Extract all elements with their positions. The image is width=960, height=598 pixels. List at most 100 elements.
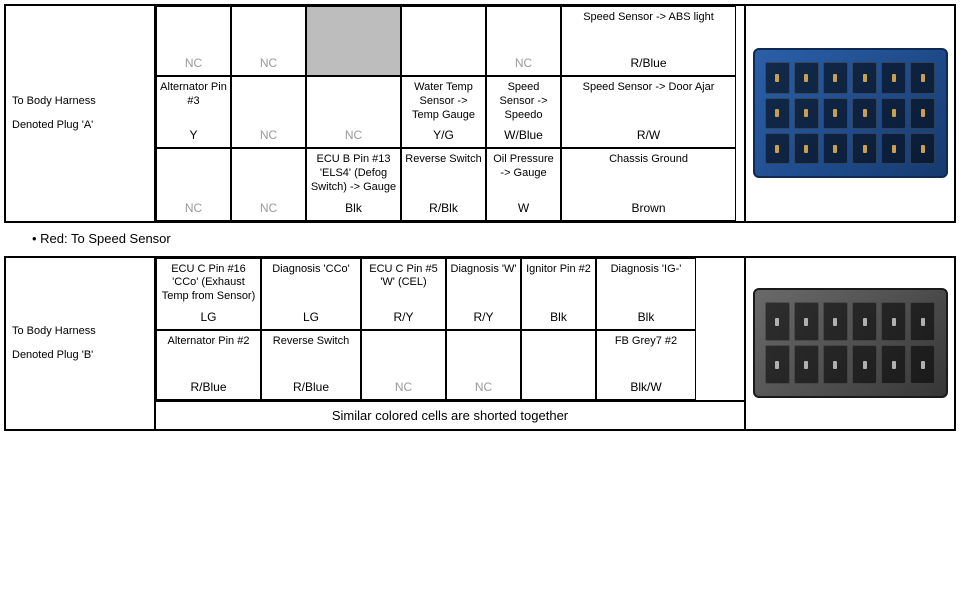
pinout-cell: NC [156,148,231,220]
connector-pin [765,302,790,341]
connector-pin [910,133,935,164]
pin-wire: Brown [631,199,665,216]
connector-a-image [753,48,948,178]
plug-b-connector-col [744,258,954,429]
pin-desc: Diagnosis 'IG-' [611,263,682,277]
pin-desc: Reverse Switch [273,335,349,349]
connector-pin [765,133,790,164]
pinout-cell: NC [446,330,521,400]
connector-pin [794,98,819,129]
plug-a-connector-col [744,6,954,221]
pin-wire: Y/G [433,126,454,143]
pin-wire: R/W [637,126,660,143]
connector-b-image [753,288,948,398]
connector-pin [852,302,877,341]
connector-pin [852,345,877,384]
pin-wire: W [518,199,529,216]
pinout-cell: Diagnosis 'IG-' Blk [596,258,696,330]
connector-pin [881,62,906,93]
pin-desc: Alternator Pin #3 [160,81,227,109]
connector-pin [823,345,848,384]
pin-wire: Blk [345,199,362,216]
connector-pin [794,345,819,384]
pinout-cell [401,6,486,76]
plug-a-block: To Body Harness Denoted Plug 'A' NCNCNCS… [4,4,956,223]
plug-a-labels: To Body Harness Denoted Plug 'A' [6,6,156,221]
plug-a-label1: To Body Harness [12,95,148,107]
table-row: NCNCECU B Pin #13 'ELS4' (Defog Switch) … [156,148,744,220]
connector-pin [794,133,819,164]
pinout-cell: NC [231,148,306,220]
pin-wire: W/Blue [504,126,543,143]
pinout-cell: NC [231,76,306,148]
table-row: ECU C Pin #16 'CCo' (Exhaust Temp from S… [156,258,744,330]
pin-wire: R/Blue [190,378,226,395]
connector-pin [881,98,906,129]
pin-wire: R/Y [393,308,413,325]
pinout-cell: Ignitor Pin #2 Blk [521,258,596,330]
pinout-cell: ECU C Pin #5 'W' (CEL)R/Y [361,258,446,330]
pin-desc: Speed Sensor -> Speedo [490,81,557,122]
pinout-cell: NC [361,330,446,400]
pinout-cell: Speed Sensor -> Door Ajar R/W [561,76,736,148]
plug-b-label1: To Body Harness [12,325,148,337]
pinout-cell: ECU B Pin #13 'ELS4' (Defog Switch) -> G… [306,148,401,220]
plug-b-grid-wrap: ECU C Pin #16 'CCo' (Exhaust Temp from S… [156,258,744,429]
pinout-cell: Alternator Pin #2 R/Blue [156,330,261,400]
connector-pin [823,98,848,129]
pin-desc: Speed Sensor -> ABS light [583,11,714,25]
table-row: Alternator Pin #2 R/Blue Reverse Switch R/B… [156,330,744,400]
pin-desc: Diagnosis 'CCo' [272,263,350,277]
pin-wire: Blk [550,308,567,325]
pin-desc: Oil Pressure -> Gauge [490,153,557,181]
pin-wire: LG [303,308,319,325]
pin-wire: R/Blk [429,199,458,216]
connector-pin [823,62,848,93]
connector-pin [765,345,790,384]
table-row: NC NC NC Speed Sensor -> ABS lightR/Blue [156,6,744,76]
pin-wire: NC [475,378,492,395]
plug-b-caption: Similar colored cells are shorted togeth… [156,400,744,429]
pinout-cell: Alternator Pin #3 Y [156,76,231,148]
connector-pin [823,133,848,164]
plug-b-labels: To Body Harness Denoted Plug 'B' [6,258,156,429]
pin-desc: Water Temp Sensor -> Temp Gauge [405,81,482,122]
pinout-cell: NC [156,6,231,76]
pin-wire: NC [260,54,277,71]
pin-wire: Y [189,126,197,143]
pin-desc: ECU B Pin #13 'ELS4' (Defog Switch) -> G… [310,153,397,194]
pin-desc: Ignitor Pin #2 [526,263,591,277]
pinout-cell: Speed Sensor -> Speedo W/Blue [486,76,561,148]
pin-wire: LG [200,308,216,325]
pinout-cell: ECU C Pin #16 'CCo' (Exhaust Temp from S… [156,258,261,330]
pin-desc: Speed Sensor -> Door Ajar [583,81,715,95]
pinout-cell: Chassis GroundBrown [561,148,736,220]
pin-wire: NC [395,378,412,395]
connector-pin [852,62,877,93]
connector-pin [794,302,819,341]
connector-pin [881,345,906,384]
connector-pin [765,62,790,93]
pinout-cell: NC [306,76,401,148]
pinout-cell: FB Grey7 #2Blk/W [596,330,696,400]
pinout-cell: Diagnosis 'W'R/Y [446,258,521,330]
pin-desc: FB Grey7 #2 [615,335,677,349]
plug-a-grid: NCNCNCSpeed Sensor -> ABS lightR/BlueAlt… [156,6,744,221]
connector-pin [910,98,935,129]
plug-b-grid: ECU C Pin #16 'CCo' (Exhaust Temp from S… [156,258,744,400]
pinout-cell [306,6,401,76]
pinout-cell: Diagnosis 'CCo' LG [261,258,361,330]
pin-wire: Blk [638,308,655,325]
pin-desc: Alternator Pin #2 [168,335,250,349]
pinout-cell: Speed Sensor -> ABS lightR/Blue [561,6,736,76]
connector-pin [881,302,906,341]
pin-desc: Diagnosis 'W' [451,263,517,277]
pinout-cell: Oil Pressure -> Gauge W [486,148,561,220]
pinout-cell: NC [486,6,561,76]
plug-a-label2: Denoted Plug 'A' [12,119,148,131]
connector-pin [852,133,877,164]
pin-wire: NC [515,54,532,71]
pin-desc: Reverse Switch [405,153,481,167]
pinout-cell [521,330,596,400]
pinout-cell: NC [231,6,306,76]
